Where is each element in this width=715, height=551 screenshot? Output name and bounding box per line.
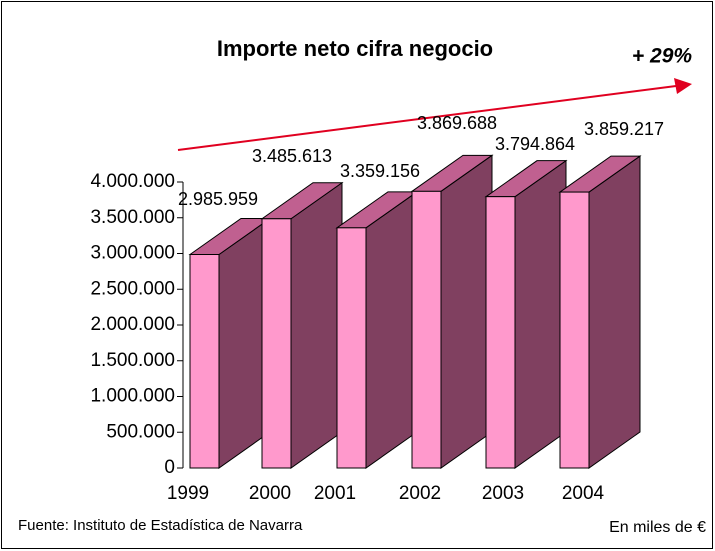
y-tick-label: 1.000.000 bbox=[90, 386, 175, 407]
x-tick-label: 2001 bbox=[314, 483, 356, 504]
x-tick-label: 2000 bbox=[249, 483, 291, 504]
bar bbox=[189, 254, 220, 469]
units-note: En miles de € bbox=[609, 519, 706, 536]
bar bbox=[336, 227, 367, 469]
bar bbox=[411, 190, 442, 469]
y-tick-label: 500.000 bbox=[106, 421, 175, 442]
y-tick-label: 3.000.000 bbox=[90, 243, 175, 264]
value-label: 3.485.613 bbox=[252, 146, 332, 166]
y-tick-label: 0 bbox=[164, 457, 175, 478]
value-label: 3.859.217 bbox=[584, 119, 664, 139]
value-label: 3.359.156 bbox=[340, 161, 420, 181]
x-tick-label: 2002 bbox=[399, 483, 441, 504]
y-tick-label: 2.000.000 bbox=[90, 314, 175, 335]
bar bbox=[485, 196, 516, 469]
y-tick-label: 2.500.000 bbox=[90, 278, 175, 299]
bar-side bbox=[440, 154, 493, 469]
bar-side bbox=[588, 155, 641, 469]
source-note: Fuente: Instituto de Estadística de Nava… bbox=[18, 517, 303, 534]
y-tick-label: 3.500.000 bbox=[90, 207, 175, 228]
arrow-head bbox=[674, 78, 692, 94]
y-tick-label: 4.000.000 bbox=[90, 171, 175, 192]
bar-side bbox=[514, 159, 567, 469]
bar bbox=[559, 191, 590, 469]
x-tick-label: 1999 bbox=[167, 483, 209, 504]
trend-arrow bbox=[177, 85, 677, 151]
bar-side bbox=[290, 181, 343, 469]
x-tick-label: 2003 bbox=[482, 483, 524, 504]
bar bbox=[261, 218, 292, 469]
value-label: 3.869.688 bbox=[417, 113, 497, 133]
growth-annotation: + 29% bbox=[632, 45, 692, 68]
y-tick-label: 1.500.000 bbox=[90, 350, 175, 371]
x-tick-label: 2004 bbox=[562, 483, 605, 504]
bar-side bbox=[365, 190, 418, 469]
value-label: 2.985.959 bbox=[178, 189, 258, 209]
chart-title: Importe neto cifra negocio bbox=[217, 36, 493, 61]
value-label: 3.794.864 bbox=[495, 134, 575, 154]
